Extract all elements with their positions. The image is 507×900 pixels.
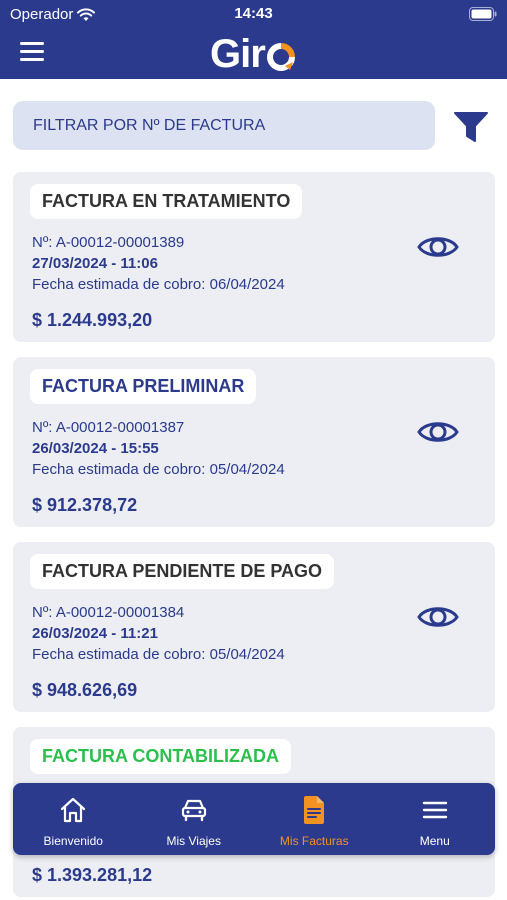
app-header: Gir — [0, 30, 507, 79]
nav-item-mis-facturas[interactable]: Mis Facturas — [254, 783, 375, 855]
app-logo: Gir — [210, 30, 296, 79]
menu-icon — [422, 801, 447, 819]
status-bar: Operador 14:43 — [0, 0, 507, 30]
carrier: Operador — [10, 6, 96, 23]
view-invoice-eye-icon[interactable] — [417, 232, 459, 262]
wifi-icon — [77, 7, 96, 21]
invoice-number: Nº: A-00012-00001387 — [32, 419, 185, 436]
nav-label: Mis Viajes — [166, 834, 221, 848]
invoice-estimated-date: Fecha estimada de cobro: 06/04/2024 — [32, 276, 285, 293]
invoice-card[interactable]: FACTURA PRELIMINAR Nº: A-00012-00001387 … — [13, 357, 495, 527]
logo-o-mark — [266, 42, 295, 71]
invoice-status-badge: FACTURA PENDIENTE DE PAGO — [30, 554, 335, 589]
invoice-datetime: 26/03/2024 - 15:55 — [32, 440, 159, 457]
invoice-card[interactable]: FACTURA EN TRATAMIENTO Nº: A-00012-00001… — [13, 172, 495, 342]
invoice-filter-input[interactable] — [13, 101, 435, 150]
logo-text: Gir — [210, 32, 266, 76]
invoice-datetime: 26/03/2024 - 11:21 — [32, 625, 158, 642]
hamburger-menu-button[interactable] — [20, 42, 44, 64]
nav-label: Menu — [419, 834, 450, 848]
nav-item-menu[interactable]: Menu — [375, 783, 496, 855]
nav-label: Bienvenido — [43, 834, 103, 848]
invoice-amount: $ 1.393.281,12 — [32, 865, 153, 885]
invoice-status-badge: FACTURA PRELIMINAR — [30, 369, 257, 404]
invoice-amount: $ 912.378,72 — [32, 495, 138, 515]
status-time: 14:43 — [234, 5, 273, 22]
bottom-navigation: Bienvenido Mis Viajes Mis Facturas — [13, 783, 495, 855]
invoice-status-badge: FACTURA CONTABILIZADA — [30, 739, 291, 774]
invoice-amount: $ 948.626,69 — [32, 680, 138, 700]
invoice-card[interactable]: FACTURA PENDIENTE DE PAGO Nº: A-00012-00… — [13, 542, 495, 712]
invoice-status-badge: FACTURA EN TRATAMIENTO — [30, 184, 303, 219]
invoice-amount: $ 1.244.993,20 — [32, 310, 153, 330]
invoice-estimated-date: Fecha estimada de cobro: 05/04/2024 — [32, 461, 285, 478]
invoice-estimated-date: Fecha estimada de cobro: 05/04/2024 — [32, 646, 285, 663]
nav-item-mis-viajes[interactable]: Mis Viajes — [134, 783, 255, 855]
home-icon — [61, 797, 86, 823]
battery-icon — [469, 7, 497, 21]
nav-item-bienvenido[interactable]: Bienvenido — [13, 783, 134, 855]
invoice-number: Nº: A-00012-00001389 — [32, 234, 185, 251]
view-invoice-eye-icon[interactable] — [417, 602, 459, 632]
invoice-number: Nº: A-00012-00001384 — [32, 604, 185, 621]
view-invoice-eye-icon[interactable] — [417, 417, 459, 447]
carrier-label: Operador — [10, 6, 74, 23]
invoice-datetime: 27/03/2024 - 11:06 — [32, 255, 158, 272]
document-icon — [304, 796, 325, 824]
nav-label: Mis Facturas — [279, 834, 349, 848]
car-icon — [181, 799, 206, 822]
filter-icon[interactable] — [453, 110, 489, 144]
